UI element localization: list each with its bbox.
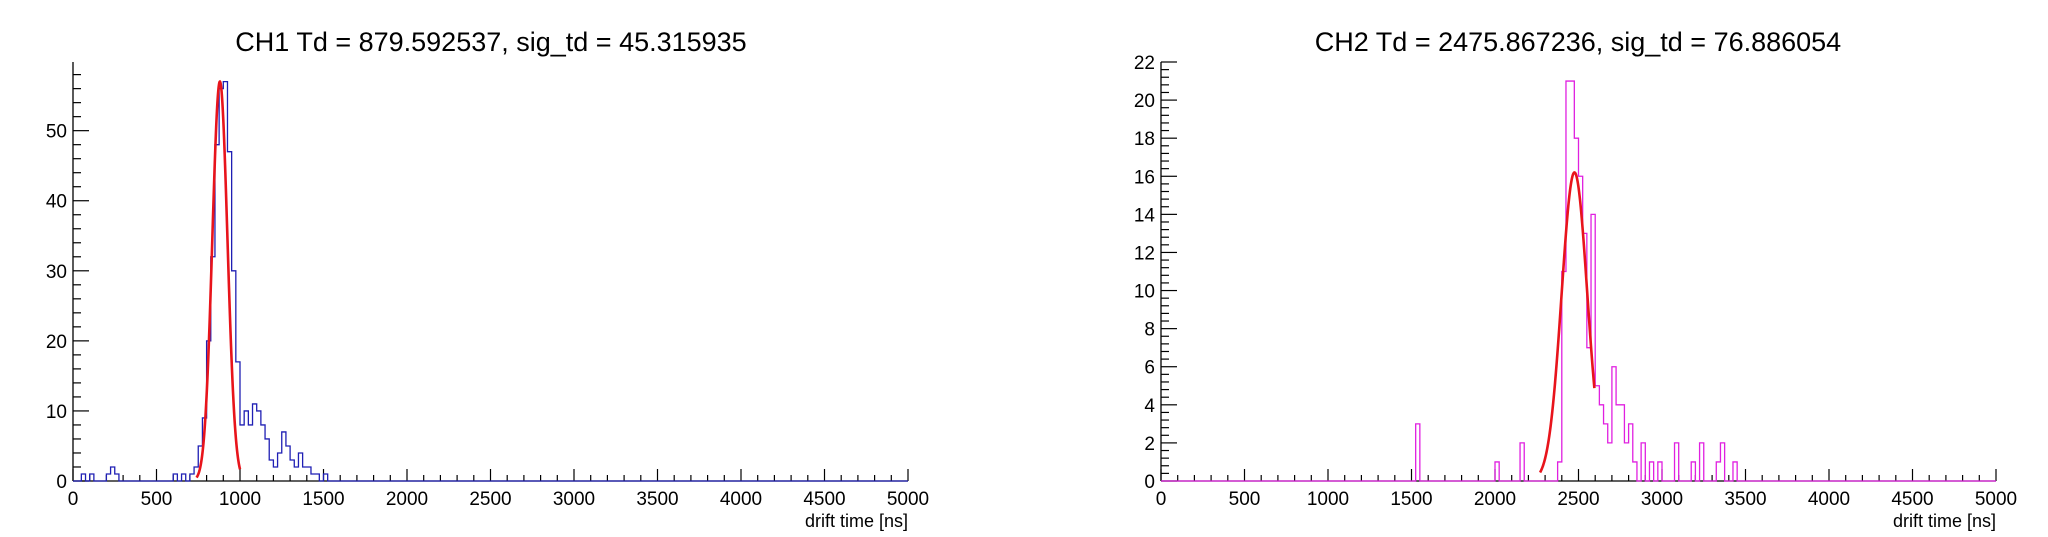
x-tick-label: 0 [1156,489,1167,510]
x-tick-label: 5000 [887,489,929,510]
x-tick-label: 1000 [219,489,261,510]
y-tick-label: 12 [1134,243,1155,264]
y-tick-label: 14 [1134,205,1156,226]
x-tick-label: 0 [68,489,79,510]
y-tick-label: 30 [46,262,67,283]
x-tick-label: 2000 [1474,489,1516,510]
x-tick-label: 1000 [1307,489,1349,510]
y-tick-label: 10 [46,402,67,423]
gaussian-fit-curve [1538,171,1596,474]
y-tick-label: 4 [1144,396,1155,417]
y-tick-label: 50 [46,122,67,143]
x-axis-label: drift time [ns] [805,511,908,531]
x-tick-label: 1500 [1390,489,1432,510]
histogram-series [73,80,908,482]
x-tick-label: 4000 [720,489,762,510]
x-tick-label: 4500 [803,489,845,510]
y-tick-label: 6 [1144,358,1155,379]
x-tick-label: 5000 [1975,489,2017,510]
gaussian-fit-curve [195,79,242,479]
x-tick-label: 2500 [469,489,511,510]
chart-panel-1: CH1 Td = 879.592537, sig_td = 45.315935 0… [46,27,929,531]
chart-panel-2: CH2 Td = 2475.867236, sig_td = 76.886054… [1134,27,2017,531]
y-tick-label: 20 [1134,91,1155,112]
y-tick-label: 10 [1134,282,1155,303]
x-tick-label: 3500 [636,489,678,510]
x-tick-label: 4500 [1891,489,1933,510]
x-tick-label: 3000 [553,489,595,510]
y-tick-label: 0 [56,472,67,493]
y-tick-label: 22 [1134,53,1155,74]
y-tick-label: 20 [46,332,67,353]
x-tick-label: 500 [141,489,173,510]
y-tick-label: 0 [1144,472,1155,493]
x-tick-label: 2000 [386,489,428,510]
y-tick-label: 18 [1134,129,1155,150]
x-tick-label: 4000 [1808,489,1850,510]
x-tick-label: 500 [1229,489,1261,510]
y-tick-label: 8 [1144,320,1155,341]
histogram-series [1161,80,1996,482]
x-tick-label: 3500 [1724,489,1766,510]
y-tick-label: 16 [1134,167,1155,188]
x-tick-label: 3000 [1641,489,1683,510]
x-axis-label: drift time [ns] [1893,511,1996,531]
y-tick-label: 2 [1144,434,1155,455]
x-tick-label: 1500 [302,489,344,510]
y-tick-label: 40 [46,192,67,213]
chart-title: CH1 Td = 879.592537, sig_td = 45.315935 [235,27,746,57]
chart-title: CH2 Td = 2475.867236, sig_td = 76.886054 [1315,27,1841,57]
x-tick-label: 2500 [1557,489,1599,510]
